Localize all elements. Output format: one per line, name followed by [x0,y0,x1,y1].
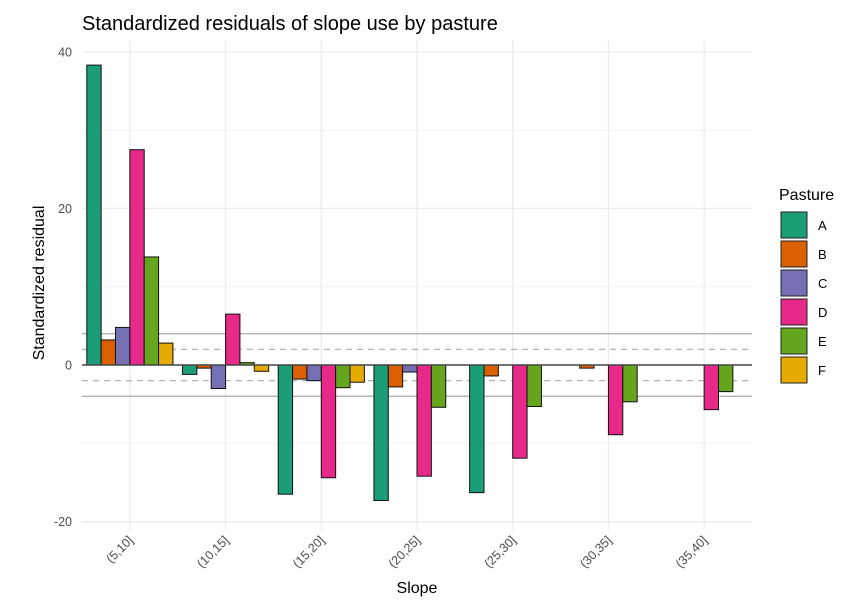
bar-C-3 [402,364,418,373]
legend-label-A: A [818,218,827,233]
bar-D-4 [512,364,528,459]
bar-A-1 [182,364,198,375]
bar-E-0 [143,256,160,366]
bar-D-1 [225,313,241,366]
bar-E-4 [526,364,542,407]
x-tick-label: (5,10] [103,533,136,566]
y-tick-label: 40 [58,45,72,59]
bars [86,64,734,501]
bar-C-1 [210,364,227,389]
bar-D-3 [416,364,432,477]
x-tick-label: (15,20] [290,533,327,570]
x-tick-label: (35,40] [673,533,710,570]
legend-label-D: D [818,305,827,320]
bar-E-2 [335,364,351,389]
bar-C-2 [306,364,322,382]
bar-C-0 [115,326,131,366]
bar-A-4 [469,364,485,494]
bar-E-6 [718,364,734,393]
bar-A-0 [86,64,102,366]
bar-A-3 [373,364,389,501]
bar-A-2 [277,364,294,495]
bar-D-5 [607,364,624,436]
legend-title: Pasture [779,187,834,204]
legend-label-F: F [818,363,826,378]
bar-F-2 [349,364,365,383]
y-tick-label: 20 [58,202,72,216]
legend-label-C: C [818,276,827,291]
x-tick-label: (30,35] [577,533,614,570]
bar-B-3 [387,364,404,388]
bar-B-2 [292,364,308,380]
legend-label-B: B [818,247,827,262]
legend-key-D [780,298,808,326]
bar-F-1 [253,364,270,372]
chart-title: Standardized residuals of slope use by p… [82,13,498,35]
y-tick-label: -20 [54,515,72,529]
legend-key-A [780,211,808,239]
legend-label-E: E [818,334,827,349]
x-tick-label: (25,30] [481,533,518,570]
y-axis-ticks: -20 0 20 40 [54,45,72,529]
x-axis-title: Slope [397,580,438,597]
x-tick-label: (10,15] [194,533,231,570]
bar-E-5 [622,364,638,403]
legend-key-F [780,356,808,384]
legend-key-E [780,327,808,355]
bar-B-4 [483,364,499,377]
y-tick-label: 0 [65,359,72,373]
bar-D-6 [703,364,720,411]
x-axis-ticks: (5,10] (10,15] (15,20] (20,25] (25,30] (30,35… [103,533,710,570]
bar-E-3 [430,364,447,408]
bar-D-2 [320,364,337,479]
legend-key-B [780,240,808,268]
bar-B-0 [100,339,116,366]
bar-F-0 [158,342,174,366]
y-axis-title: Standardized residual [31,206,48,361]
bar-D-0 [129,149,145,366]
legend-key-C [780,269,808,297]
x-tick-label: (20,25] [386,533,423,570]
